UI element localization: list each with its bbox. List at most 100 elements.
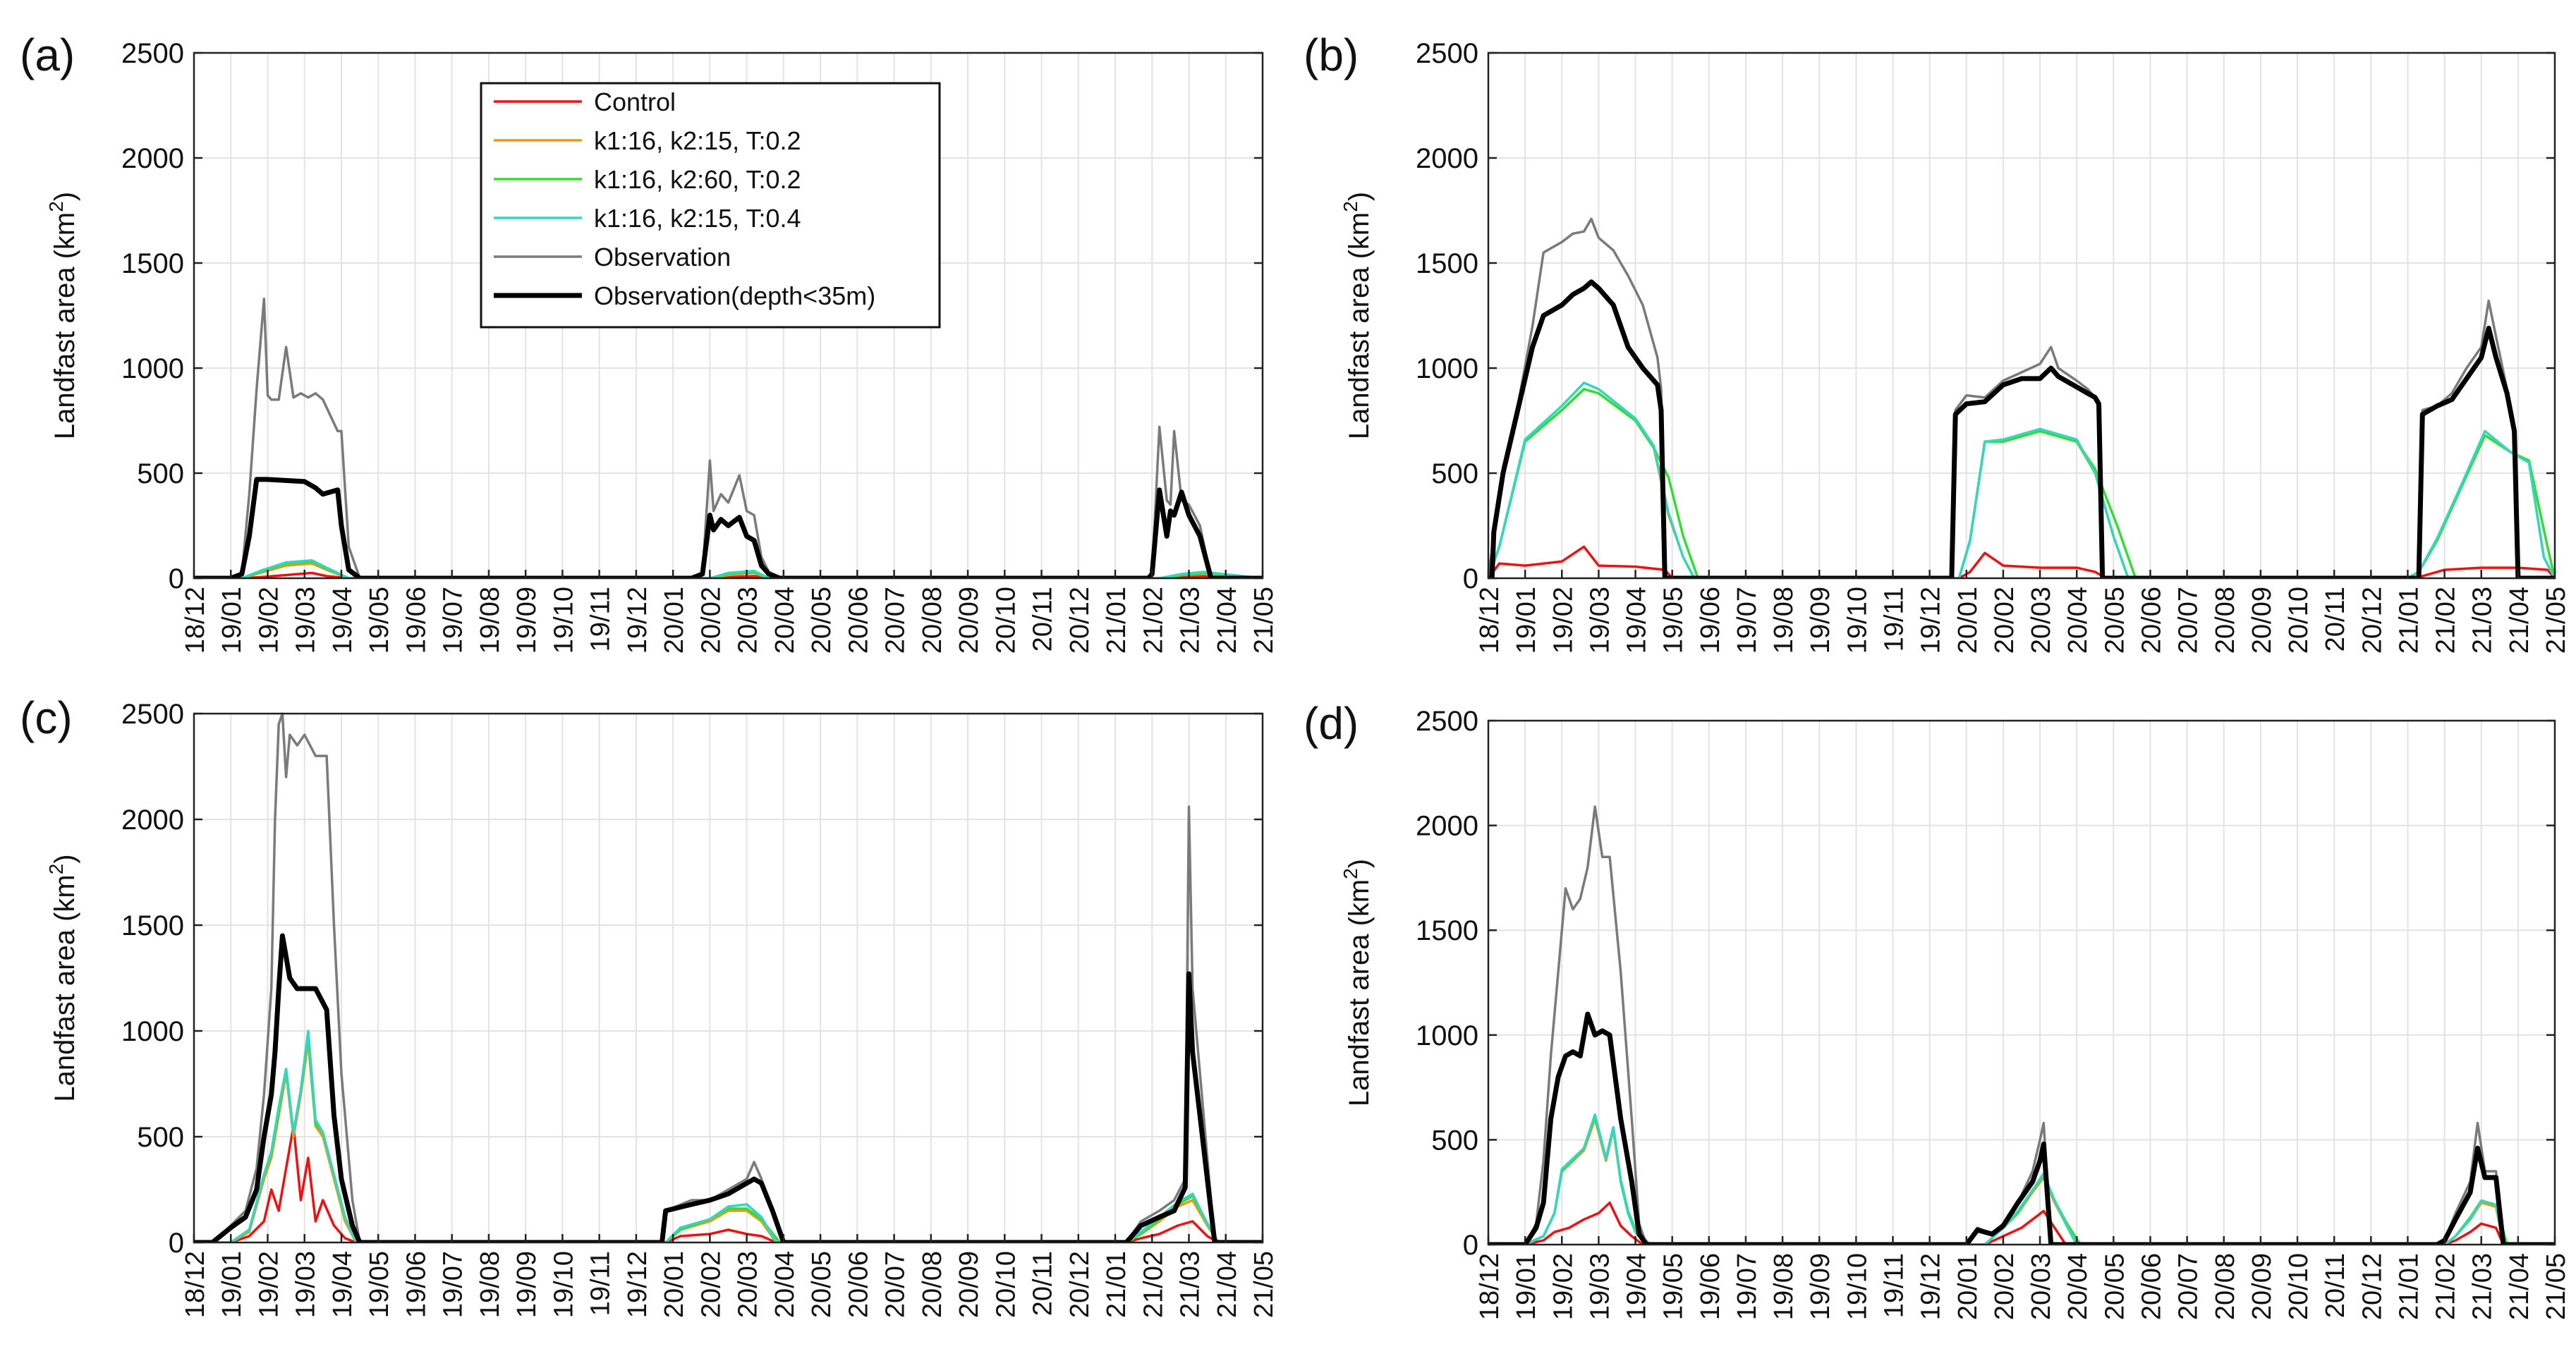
x-tick-label: 20/07: [881, 587, 911, 654]
x-tick-label: 19/07: [1732, 587, 1762, 654]
y-axis-label-superscript: 2: [1339, 201, 1361, 212]
x-tick-label: 19/01: [1512, 587, 1541, 654]
y-tick-label: 2000: [1416, 143, 1478, 174]
x-tick-label: 20/03: [734, 1251, 763, 1318]
y-tick-label: 2000: [121, 805, 184, 836]
x-tick-label: 20/07: [881, 1251, 911, 1318]
grid: [1488, 720, 2556, 1245]
x-tick-label: 21/01: [2394, 1253, 2424, 1320]
panel-label: (b): [1304, 30, 1359, 80]
series-group: [1488, 805, 2555, 1245]
x-tick-label: 19/03: [291, 1251, 321, 1318]
x-tick-label: 20/05: [807, 587, 837, 654]
x-tick-label: 20/06: [844, 587, 873, 654]
series-group: [1488, 217, 2555, 578]
y-tick-label: 500: [1431, 1125, 1478, 1156]
y-tick-label: 1500: [121, 910, 184, 941]
x-tick-label: 21/02: [1138, 1251, 1168, 1318]
y-axis-label-superscript: 2: [45, 864, 67, 875]
x-tick-label: 19/11: [1880, 1253, 1909, 1318]
x-tick-label: 19/03: [291, 587, 321, 654]
y-axis-label: Landfast area (km2): [1339, 192, 1375, 439]
x-tick-label: 18/12: [181, 587, 210, 654]
series-line-k1-16-k2-60-t-0-2: [1488, 388, 2555, 578]
series-line-observation-depth-35m-: [1488, 1011, 2555, 1245]
panel-label: (c): [20, 692, 73, 743]
y-axis-label: Landfast area (km2): [45, 854, 80, 1101]
y-axis-label: Landfast area (km2): [45, 192, 80, 439]
x-tick-label: 20/02: [1990, 1253, 2019, 1320]
x-tick-label: 21/05: [2541, 587, 2571, 654]
x-tick-label: 20/12: [1065, 1251, 1095, 1318]
x-tick-label: 18/12: [181, 1251, 210, 1318]
series-line-observation: [194, 712, 1263, 1242]
x-tick-label: 19/10: [549, 587, 578, 654]
x-tick-label: 19/09: [512, 1251, 542, 1318]
x-tick-label: 20/04: [2063, 587, 2093, 654]
x-tick-label: 20/01: [1953, 587, 1983, 654]
series-line-observation-depth-35m-: [194, 477, 1263, 578]
x-tick-label: 19/05: [1659, 1253, 1689, 1320]
y-axis-label-main: Landfast area (km: [49, 212, 80, 439]
y-tick-label: 2000: [1416, 811, 1478, 842]
y-tick-label: 2500: [121, 699, 184, 730]
y-tick-label: 0: [169, 563, 184, 594]
legend-label: Observation(depth<35m): [594, 281, 875, 310]
x-tick-label: 19/12: [623, 1251, 652, 1318]
y-tick-label: 0: [169, 1228, 184, 1259]
x-tick-label: 19/05: [365, 587, 394, 654]
x-tick-label: 19/11: [586, 587, 616, 652]
series-line-control: [1488, 1201, 2555, 1245]
y-tick-label: 2000: [121, 143, 184, 174]
x-tick-label: 20/12: [1065, 587, 1095, 654]
panel-c: 0 500 1000 1500 2000 2500 18/12 19/01 19/02 19/03…: [20, 692, 1279, 1318]
x-tick-label: 21/01: [1102, 587, 1131, 654]
x-tick-label: 18/12: [1475, 587, 1505, 654]
axes-box: [1487, 719, 2556, 1246]
y-axis-label-close: ): [49, 854, 80, 863]
legend-label: k1:16, k2:15, T:0.2: [594, 126, 801, 155]
panel-label: (d): [1304, 698, 1359, 749]
x-tick-label: 21/02: [2431, 587, 2461, 654]
x-tick-label: 19/05: [365, 1251, 394, 1318]
x-tick-label: 21/05: [1249, 587, 1279, 654]
y-tick-label: 1000: [1416, 1020, 1478, 1051]
y-axis-label-main: Landfast area (km: [1344, 879, 1375, 1106]
y-tick-label: 1500: [1416, 915, 1478, 946]
x-tick-label: 20/05: [2100, 587, 2130, 654]
x-tick-label: 20/03: [734, 587, 763, 654]
x-tick-label: 20/08: [2211, 587, 2240, 654]
x-tick-label: 21/02: [2431, 1253, 2461, 1320]
series-line-control: [194, 1125, 1263, 1242]
x-tick-label: 20/05: [807, 1251, 837, 1318]
panel-d: 0 500 1000 1500 2000 2500 18/12 19/01 19/02 19/03…: [1304, 698, 2571, 1320]
x-tick-label: 20/02: [1990, 587, 2019, 654]
x-tick-label: 19/04: [1622, 1253, 1652, 1320]
y-tick-label: 1000: [1416, 353, 1478, 384]
y-axis-label-main: Landfast area (km: [1344, 212, 1375, 439]
series-line-observation: [1488, 805, 2555, 1245]
x-tick-label: 20/03: [2027, 1253, 2056, 1320]
x-tick-label: 21/01: [2394, 587, 2424, 654]
x-tick-label: 20/09: [2247, 1253, 2277, 1320]
x-tick-label: 19/06: [401, 1251, 431, 1318]
x-tick-label: 20/08: [918, 1251, 947, 1318]
x-tick-label: 20/06: [2137, 587, 2166, 654]
x-tick-label: 20/09: [954, 587, 984, 654]
x-tick-label: 19/06: [1696, 587, 1725, 654]
x-tick-label: 21/05: [1249, 1251, 1279, 1318]
x-tick-label: 18/12: [1475, 1253, 1505, 1320]
x-tick-label: 21/04: [1213, 587, 1242, 654]
x-tick-label: 20/08: [918, 587, 947, 654]
legend-label: Observation: [594, 243, 731, 271]
series-group: [194, 297, 1263, 578]
series-line-k1-16-k2-15-t-0-2: [1488, 1117, 2555, 1245]
x-tick-label: 20/12: [2357, 1253, 2387, 1320]
x-tick-label: 20/08: [2211, 1253, 2240, 1320]
axes-box: [193, 712, 1264, 1244]
x-tick-label: 20/06: [844, 1251, 873, 1318]
x-tick-label: 20/04: [770, 1251, 800, 1318]
legend-item: k1:16, k2:15, T:0.4: [494, 204, 801, 233]
x-tick-label: 19/12: [1916, 1253, 1946, 1320]
y-tick-label: 500: [137, 1122, 184, 1153]
